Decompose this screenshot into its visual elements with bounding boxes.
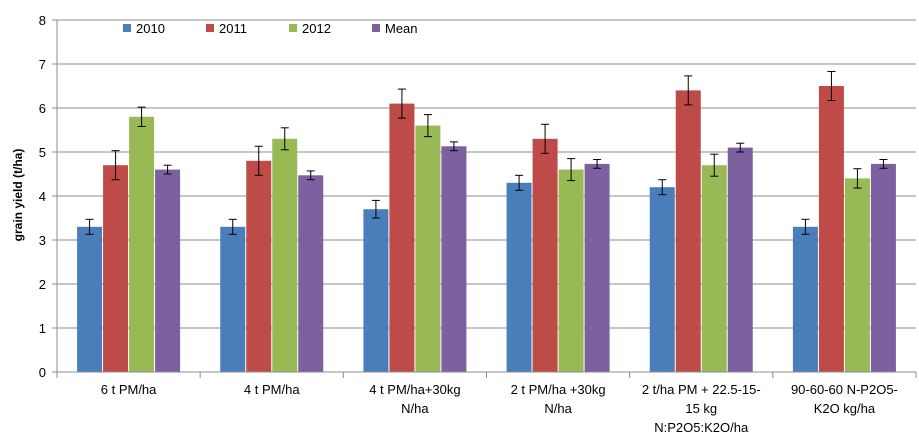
y-tick-label: 5 (39, 145, 46, 160)
bar-2010-4 (506, 182, 532, 372)
bar-2010-5 (649, 187, 675, 372)
category-label: K2O kg/ha (814, 401, 876, 416)
legend-label-mean: Mean (385, 21, 418, 36)
legend-label-2012: 2012 (302, 21, 331, 36)
y-tick-label: 2 (39, 277, 46, 292)
bar-2011-2 (246, 160, 272, 372)
category-label: N/ha (401, 401, 429, 416)
category-label: 6 t PM/ha (101, 382, 157, 397)
y-tick-label: 1 (39, 321, 46, 336)
category-labels: 6 t PM/ha 4 t PM/ha 4 t PM/ha+30kg N/ha 2 t … (101, 382, 898, 435)
bar-mean-5 (727, 147, 753, 372)
gridlines (57, 19, 916, 329)
legend-swatch-2010 (123, 24, 131, 32)
y-axis-label: grain yield (t/ha) (11, 149, 25, 242)
legend-swatch-mean (372, 24, 380, 32)
category-label: 2 t/ha PM + 22.5-15- (642, 382, 761, 397)
category-label: N:P2O5:K2O/ha (654, 420, 749, 435)
bar-2012-3 (415, 125, 441, 372)
y-tick-label: 6 (39, 101, 46, 116)
bar-2011-4 (532, 138, 558, 372)
bar-2010-3 (363, 209, 389, 372)
legend-swatch-2012 (289, 24, 297, 32)
y-tick-label: 7 (39, 57, 46, 72)
bars (77, 86, 896, 373)
legend-label-2011: 2011 (219, 21, 247, 36)
legend-label-2010: 2010 (136, 21, 165, 36)
bar-mean-6 (870, 163, 896, 372)
bar-mean-3 (441, 146, 467, 372)
bar-2011-5 (675, 90, 701, 373)
y-axis-ticks: 0 1 2 3 4 5 6 7 8 (39, 13, 57, 380)
bar-2010-1 (77, 226, 103, 372)
category-label: 2 t PM/ha +30kg (511, 382, 606, 397)
bar-2012-6 (844, 178, 870, 372)
legend-swatch-2011 (206, 24, 214, 32)
y-tick-label: 8 (39, 13, 46, 28)
category-label: 15 kg (685, 401, 717, 416)
bar-2012-1 (129, 116, 155, 372)
legend: 2010 2011 2012 Mean (123, 21, 418, 36)
category-label: 4 t PM/ha+30kg (369, 382, 460, 397)
y-tick-label: 3 (39, 233, 46, 248)
bar-mean-2 (298, 175, 324, 372)
y-tick-label: 4 (39, 189, 46, 204)
category-label: N/ha (544, 401, 572, 416)
category-label: 4 t PM/ha (244, 382, 300, 397)
error-bars (85, 70, 888, 235)
bar-mean-1 (155, 169, 181, 372)
y-tick-label: 0 (39, 365, 46, 380)
category-label: 90-60-60 N-P2O5- (791, 382, 898, 397)
bar-2011-3 (389, 103, 415, 372)
bar-2012-2 (272, 138, 298, 372)
bar-mean-4 (584, 163, 610, 372)
bar-2012-4 (558, 169, 584, 372)
axes (56, 20, 917, 378)
bar-2010-2 (220, 226, 246, 372)
bar-2011-6 (818, 86, 844, 372)
bar-2012-5 (701, 165, 727, 372)
bar-2010-6 (792, 226, 818, 372)
bar-2011-1 (103, 165, 129, 372)
